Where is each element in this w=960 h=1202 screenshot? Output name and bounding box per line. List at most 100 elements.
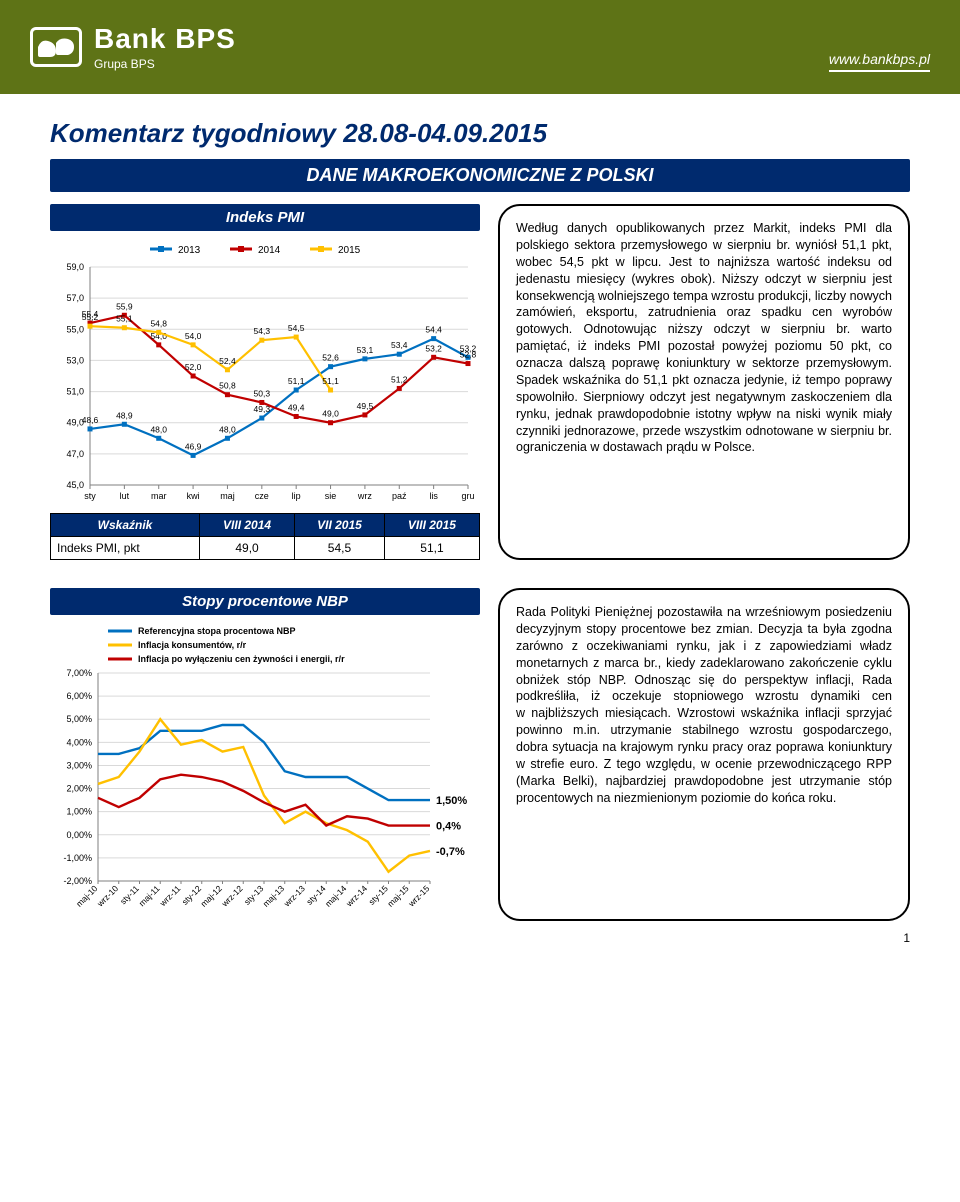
svg-text:2014: 2014 [258, 245, 281, 256]
svg-text:maj-13: maj-13 [261, 883, 287, 909]
svg-text:mar: mar [151, 491, 167, 501]
svg-text:maj-15: maj-15 [385, 883, 411, 909]
svg-text:55,9: 55,9 [116, 301, 133, 311]
page-number: 1 [0, 921, 960, 955]
svg-text:45,0: 45,0 [66, 480, 84, 490]
svg-text:51,1: 51,1 [322, 376, 339, 386]
svg-text:kwi: kwi [187, 491, 200, 501]
svg-text:gru: gru [461, 491, 474, 501]
svg-text:maj-14: maj-14 [323, 883, 349, 909]
bank-name: Bank BPS [94, 23, 236, 55]
svg-text:lis: lis [429, 491, 438, 501]
svg-text:6,00%: 6,00% [66, 691, 92, 701]
svg-text:57,0: 57,0 [66, 293, 84, 303]
svg-text:54,4: 54,4 [425, 325, 442, 335]
svg-text:55,1: 55,1 [116, 314, 133, 324]
svg-text:51,2: 51,2 [391, 374, 408, 384]
svg-text:48,6: 48,6 [82, 415, 99, 425]
svg-text:53,4: 53,4 [391, 340, 408, 350]
svg-text:53,0: 53,0 [66, 355, 84, 365]
nbp-chart-column: Stopy procentowe NBP -2,00% -1,00% 0,00% 1,… [50, 588, 480, 921]
pmi-chart-title: Indeks PMI [50, 204, 480, 231]
nbp-chart-title: Stopy procentowe NBP [50, 588, 480, 615]
svg-text:Inflacja po wyłączeniu cen żyw: Inflacja po wyłączeniu cen żywności i en… [138, 654, 345, 664]
svg-text:lut: lut [120, 491, 130, 501]
svg-text:3,00%: 3,00% [66, 760, 92, 770]
svg-text:49,5: 49,5 [357, 401, 374, 411]
svg-text:50,8: 50,8 [219, 381, 236, 391]
svg-text:52,6: 52,6 [322, 353, 339, 363]
svg-text:49,4: 49,4 [288, 402, 305, 412]
svg-text:cze: cze [255, 491, 269, 501]
svg-text:52,8: 52,8 [460, 350, 477, 360]
nbp-line-chart: -2,00% -1,00% 0,00% 1,00% 2,00% 3,00% 4,00% 5,0… [50, 621, 480, 921]
svg-text:0,4%: 0,4% [436, 821, 461, 833]
svg-text:2015: 2015 [338, 245, 361, 256]
logo-block: Bank BPS Grupa BPS [30, 23, 236, 71]
group-name: Grupa BPS [94, 57, 236, 71]
svg-text:51,0: 51,0 [66, 387, 84, 397]
svg-text:wrz: wrz [357, 491, 372, 501]
svg-text:maj-11: maj-11 [137, 883, 162, 908]
svg-text:1,50%: 1,50% [436, 795, 467, 807]
svg-text:Inflacja konsumentów, r/r: Inflacja konsumentów, r/r [138, 640, 247, 650]
logo-text: Bank BPS Grupa BPS [94, 23, 236, 71]
table-header: VIII 2014 [200, 514, 295, 537]
svg-text:wrz-12: wrz-12 [219, 883, 245, 909]
table-row: Indeks PMI, pkt49,054,551,1 [51, 537, 480, 560]
svg-text:59,0: 59,0 [66, 262, 84, 272]
table-header: Wskaźnik [51, 514, 200, 537]
svg-text:55,2: 55,2 [82, 312, 99, 322]
svg-text:54,3: 54,3 [254, 326, 271, 336]
svg-text:52,4: 52,4 [219, 356, 236, 366]
svg-text:0,00%: 0,00% [66, 830, 92, 840]
nbp-commentary: Rada Polityki Pieniężnej pozostawiła na … [498, 588, 910, 921]
table-cell: 54,5 [295, 537, 385, 560]
svg-text:54,0: 54,0 [185, 331, 202, 341]
svg-text:Referencyjna stopa procentowa: Referencyjna stopa procentowa NBP [138, 626, 296, 636]
svg-text:53,1: 53,1 [357, 345, 374, 355]
svg-text:2,00%: 2,00% [66, 784, 92, 794]
pmi-table: WskaźnikVIII 2014VII 2015VIII 2015 Indek… [50, 513, 480, 560]
svg-text:55,0: 55,0 [66, 324, 84, 334]
svg-text:49,0: 49,0 [322, 409, 339, 419]
svg-text:2013: 2013 [178, 245, 201, 256]
svg-text:48,0: 48,0 [150, 424, 167, 434]
svg-text:paź: paź [392, 491, 407, 501]
table-cell: 51,1 [384, 537, 479, 560]
svg-text:maj-12: maj-12 [198, 883, 224, 909]
section-band: DANE MAKROEKONOMICZNE Z POLSKI [50, 159, 910, 192]
svg-text:wrz-11: wrz-11 [157, 883, 183, 909]
page-header: Bank BPS Grupa BPS www.bankbps.pl [0, 0, 960, 94]
table-cell: 49,0 [200, 537, 295, 560]
svg-text:-1,00%: -1,00% [63, 853, 92, 863]
svg-text:54,5: 54,5 [288, 323, 305, 333]
svg-text:48,0: 48,0 [219, 424, 236, 434]
svg-text:1,00%: 1,00% [66, 807, 92, 817]
svg-text:maj-10: maj-10 [74, 883, 100, 909]
svg-text:54,8: 54,8 [150, 318, 167, 328]
table-cell: Indeks PMI, pkt [51, 537, 200, 560]
page-title: Komentarz tygodniowy 28.08-04.09.2015 [50, 118, 910, 149]
svg-text:-2,00%: -2,00% [63, 876, 92, 886]
svg-text:47,0: 47,0 [66, 449, 84, 459]
svg-text:4,00%: 4,00% [66, 737, 92, 747]
table-header: VII 2015 [295, 514, 385, 537]
svg-text:46,9: 46,9 [185, 441, 202, 451]
svg-text:sty: sty [84, 491, 96, 501]
pmi-commentary: Według danych opublikowanych przez Marki… [498, 204, 910, 560]
svg-text:lip: lip [292, 491, 301, 501]
svg-text:52,0: 52,0 [185, 362, 202, 372]
svg-text:5,00%: 5,00% [66, 714, 92, 724]
pmi-line-chart: 45,0 47,0 49,0 51,0 53,0 55,0 57,0 59,0 sty lut ma… [50, 237, 480, 507]
table-header: VIII 2015 [384, 514, 479, 537]
svg-text:53,2: 53,2 [425, 343, 442, 353]
svg-text:wrz-10: wrz-10 [94, 883, 120, 909]
svg-text:wrz-15: wrz-15 [406, 883, 432, 909]
svg-text:wrz-13: wrz-13 [281, 883, 307, 909]
svg-text:wrz-14: wrz-14 [343, 883, 369, 909]
header-url[interactable]: www.bankbps.pl [829, 51, 930, 72]
svg-text:sie: sie [325, 491, 337, 501]
svg-text:maj: maj [220, 491, 235, 501]
bank-logo-icon [30, 27, 82, 67]
